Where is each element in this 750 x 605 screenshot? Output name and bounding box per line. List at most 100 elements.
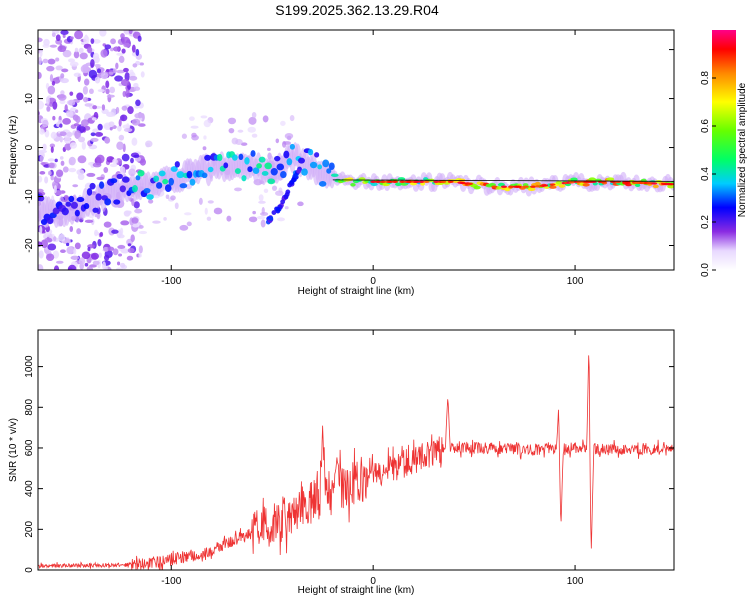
spectrogram-cell [76, 228, 82, 235]
snr-y-label: SNR (10 * v/v) [8, 418, 19, 482]
spectrogram-cell [59, 136, 63, 143]
spectrogram-cell [44, 237, 53, 243]
spectrogram-cell [667, 184, 674, 189]
spectrogram-cell [69, 142, 78, 149]
spectrogram-cell [467, 182, 474, 185]
spectrogram-cell [102, 261, 106, 270]
spectrogram-cell [99, 231, 104, 237]
spectrogram-cell [132, 223, 140, 228]
spectrogram-cell [127, 243, 132, 247]
spectrogram-cell [123, 30, 130, 35]
spectrogram-cell [68, 167, 77, 173]
x-tick-label: -100 [161, 576, 181, 587]
spectrogram-cell [134, 208, 143, 214]
spectrogram-cell [140, 71, 145, 78]
x-tick-label: 0 [370, 276, 376, 287]
spectrogram-cell [508, 185, 515, 188]
colorbar-tick-label: 0.2 [700, 215, 711, 229]
spectrogram-cell [109, 127, 113, 131]
spectrogram-cell [186, 221, 192, 227]
spectrogram-cell [110, 38, 116, 45]
spectrogram-cell [170, 195, 176, 201]
spectrogram-cell [125, 210, 132, 215]
spectrogram-cell [121, 105, 128, 111]
spectrogram-cell [549, 183, 556, 186]
spectrogram-cell [120, 33, 125, 39]
spectrogram-cell [92, 207, 99, 213]
spectrogram-cell [96, 176, 105, 181]
spectrogram-cell [96, 154, 105, 164]
spectrogram-cell [297, 201, 304, 207]
y-tick-label: 200 [24, 521, 35, 538]
spectrogram-cell [183, 212, 192, 216]
spectrogram-cell [92, 56, 100, 64]
spectrogram-cell [491, 185, 498, 188]
spectrogram-cell [346, 177, 354, 181]
spectrogram-cell [76, 197, 85, 203]
spectrogram-cell [121, 153, 130, 162]
spectrogram-cell [86, 188, 93, 196]
spectrogram-cell [227, 117, 237, 125]
spectrogram-cell [111, 229, 119, 234]
x-tick-label: 100 [567, 276, 584, 287]
spectrogram-cell [152, 220, 161, 224]
spectrogram-cell [66, 131, 73, 138]
spectrogram-cell [163, 217, 167, 221]
spectrogram-cell [78, 47, 84, 54]
spectrogram-cell [133, 86, 141, 91]
spectrogram-cell [379, 180, 386, 184]
spectrogram-cell [135, 175, 141, 181]
spectrogram-cell [88, 88, 94, 95]
spectrogram-cell [226, 215, 232, 222]
spectrogram-cell [406, 180, 413, 184]
spectrogram-cell [156, 182, 163, 189]
spectrogram-cell [38, 71, 42, 80]
y-tick-label: 0 [24, 144, 35, 150]
spectrogram-cell [179, 224, 189, 231]
spectrogram-cell [42, 143, 47, 151]
spectrogram-cell [40, 219, 48, 226]
spectrogram-y-ticks: -20 -10 0 10 20 [24, 44, 674, 253]
spectrogram-cell [198, 197, 203, 205]
spectrogram-cell [132, 63, 138, 68]
y-tick-label: 600 [24, 439, 35, 456]
spectrogram-cell [185, 183, 193, 190]
spectrogram-cell [264, 162, 273, 170]
spectrogram-cell [263, 188, 269, 193]
spectrogram-cell [76, 92, 84, 101]
x-tick-label: 0 [370, 576, 376, 587]
y-tick-label: 1000 [24, 355, 35, 378]
spectrogram-cell [473, 185, 481, 190]
spectrogram-cell [82, 63, 89, 71]
colorbar: 0.0 0.2 0.4 0.6 0.8 Normalized spectral ampl… [700, 30, 748, 277]
spectrogram-cell [228, 128, 235, 134]
spectrogram-cell [186, 170, 193, 179]
spectrogram-cell [60, 90, 65, 95]
spectrogram-cell [55, 34, 61, 42]
spectrogram-cell [97, 123, 103, 131]
spectrogram-cell [38, 188, 44, 193]
snr-x-ticks: -100 0 100 [161, 330, 584, 587]
spectrogram-cell [549, 185, 557, 189]
spectrogram-cell [65, 201, 72, 207]
spectrogram-cell [170, 166, 178, 172]
spectrogram-cell [108, 121, 115, 127]
spectrogram-cell [100, 71, 109, 80]
spectrogram-cell [59, 123, 63, 128]
spectrogram-cell [38, 264, 44, 270]
spectrogram-cell [116, 52, 124, 56]
spectrogram-cell [51, 32, 56, 38]
spectrogram-cell [87, 46, 93, 54]
spectrogram-cell [274, 155, 281, 162]
spectrogram-cell [542, 184, 549, 187]
spectrogram-cell [258, 200, 266, 204]
spectrogram-cell [53, 236, 57, 242]
spectrogram-cell [45, 96, 50, 105]
spectrogram-cell [148, 199, 154, 204]
x-tick-label: 100 [567, 576, 584, 587]
spectrogram-cell [268, 216, 274, 221]
spectrogram-cell [203, 135, 207, 140]
y-tick-label: -10 [24, 189, 35, 204]
spectrogram-cell [46, 216, 54, 225]
spectrogram-x-label: Height of straight line (km) [298, 286, 415, 297]
